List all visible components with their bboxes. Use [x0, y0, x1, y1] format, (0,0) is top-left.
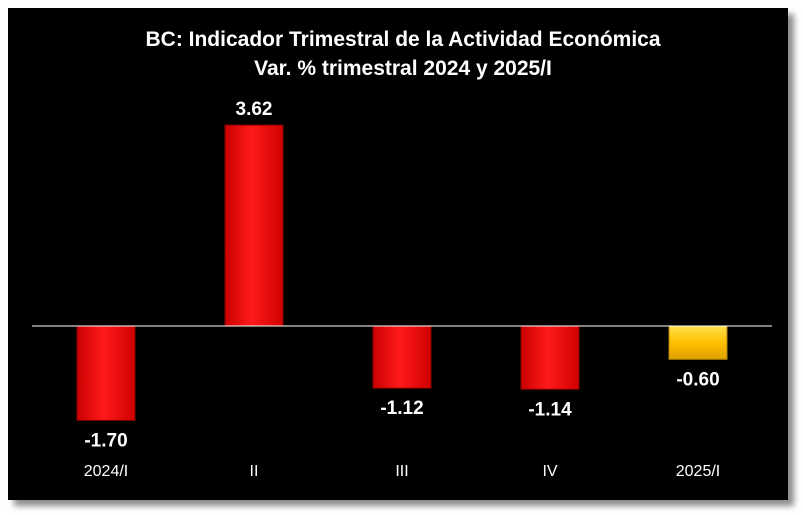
labels-layer: -1.70 2024/I 3.62 II -1.12 III -1.14 IV -0.60 202… [84, 99, 720, 480]
bar-0 [76, 325, 136, 421]
category-label-3: IV [542, 463, 557, 480]
value-label-3: -1.14 [528, 399, 572, 420]
bar-1 [224, 124, 284, 327]
value-label-1: 3.62 [236, 99, 273, 120]
bar-4 [668, 325, 728, 360]
value-label-4: -0.60 [676, 369, 719, 390]
chart-subtitle: Var. % trimestral 2024 y 2025/I [254, 57, 552, 80]
bar-3 [520, 325, 580, 390]
bar-chart: BC: Indicador Trimestral de la Actividad… [32, 28, 772, 480]
category-label-4: 2025/I [676, 463, 720, 480]
value-label-2: -1.12 [380, 398, 423, 419]
category-label-0: 2024/I [84, 463, 128, 480]
chart-frame: BC: Indicador Trimestral de la Actividad… [8, 8, 788, 500]
category-label-2: III [395, 463, 408, 480]
category-label-1: II [250, 463, 259, 480]
chart-title: BC: Indicador Trimestral de la Actividad… [145, 28, 660, 51]
bars-layer [76, 124, 728, 421]
value-label-0: -1.70 [84, 430, 127, 451]
bar-2 [372, 325, 432, 389]
